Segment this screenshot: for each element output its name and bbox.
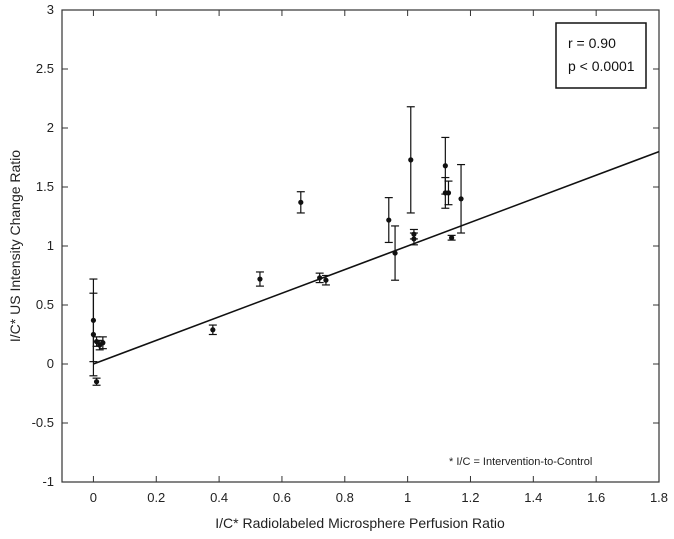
data-point: [100, 340, 106, 346]
y-axis-label: I/C* US Intensity Change Ratio: [7, 150, 23, 342]
data-point: [408, 157, 414, 163]
data-point: [210, 327, 216, 333]
x-axis: 0 0.2 0.4 0.6 0.8 1 1.2 1.4 1.6 1.8: [90, 10, 668, 505]
x-tick-label: 1.8: [650, 490, 668, 505]
x-tick-label: 0.8: [336, 490, 354, 505]
y-tick-label: 1.5: [36, 179, 54, 194]
stats-box: r = 0.90 p < 0.0001: [555, 22, 647, 89]
data-point: [317, 275, 323, 281]
data-point: [386, 217, 392, 223]
x-axis-label: I/C* Radiolabeled Microsphere Perfusion …: [215, 515, 505, 531]
data-point: [392, 250, 398, 256]
data-point: [445, 190, 452, 196]
x-tick-label: 0.2: [147, 490, 165, 505]
x-tick-label: 1.4: [524, 490, 542, 505]
y-tick-label: 3: [47, 2, 54, 17]
y-tick-label: -0.5: [32, 415, 54, 430]
data-point: [257, 276, 263, 282]
data-point: [93, 379, 100, 385]
y-tick-label: -1: [42, 474, 54, 489]
regression-line: [93, 150, 660, 365]
x-tick-label: 0: [90, 490, 97, 505]
data-point: [449, 235, 455, 241]
footnote: * I/C = Intervention-to-Control: [449, 456, 592, 468]
y-tick-label: 0: [47, 356, 54, 371]
y-tick-label: 0.5: [36, 297, 54, 312]
data-point: [298, 199, 304, 205]
x-tick-label: 1.2: [461, 490, 479, 505]
r-value: r = 0.90: [568, 35, 616, 51]
p-value: p < 0.0001: [568, 58, 635, 74]
data-point: [411, 231, 417, 237]
x-tick-label: 1: [404, 490, 411, 505]
y-tick-label: 2.5: [36, 61, 54, 76]
x-tick-label: 1.6: [587, 490, 605, 505]
data-point: [323, 277, 329, 283]
data-point: [458, 196, 464, 202]
data-point: [442, 163, 448, 169]
y-tick-label: 2: [47, 120, 54, 135]
x-tick-label: 0.6: [273, 490, 291, 505]
data-point: [90, 331, 97, 338]
y-axis: 3 2.5 2 1.5 1 0.5 0 -0.5 -1: [32, 2, 659, 489]
y-tick-label: 1: [47, 238, 54, 253]
x-tick-label: 0.4: [210, 490, 228, 505]
data-marks: [89, 106, 660, 386]
